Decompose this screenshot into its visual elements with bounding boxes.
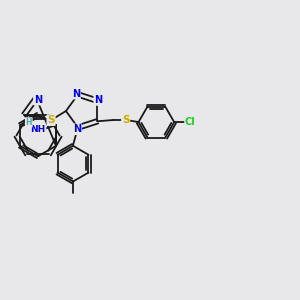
Text: NH: NH xyxy=(30,125,46,134)
Text: N: N xyxy=(34,94,42,105)
Text: S: S xyxy=(47,115,55,125)
Text: N: N xyxy=(72,88,80,99)
Text: Cl: Cl xyxy=(185,117,196,127)
Text: H: H xyxy=(26,118,32,127)
Text: S: S xyxy=(122,115,129,125)
Text: N: N xyxy=(94,95,102,105)
Text: N: N xyxy=(73,124,81,134)
